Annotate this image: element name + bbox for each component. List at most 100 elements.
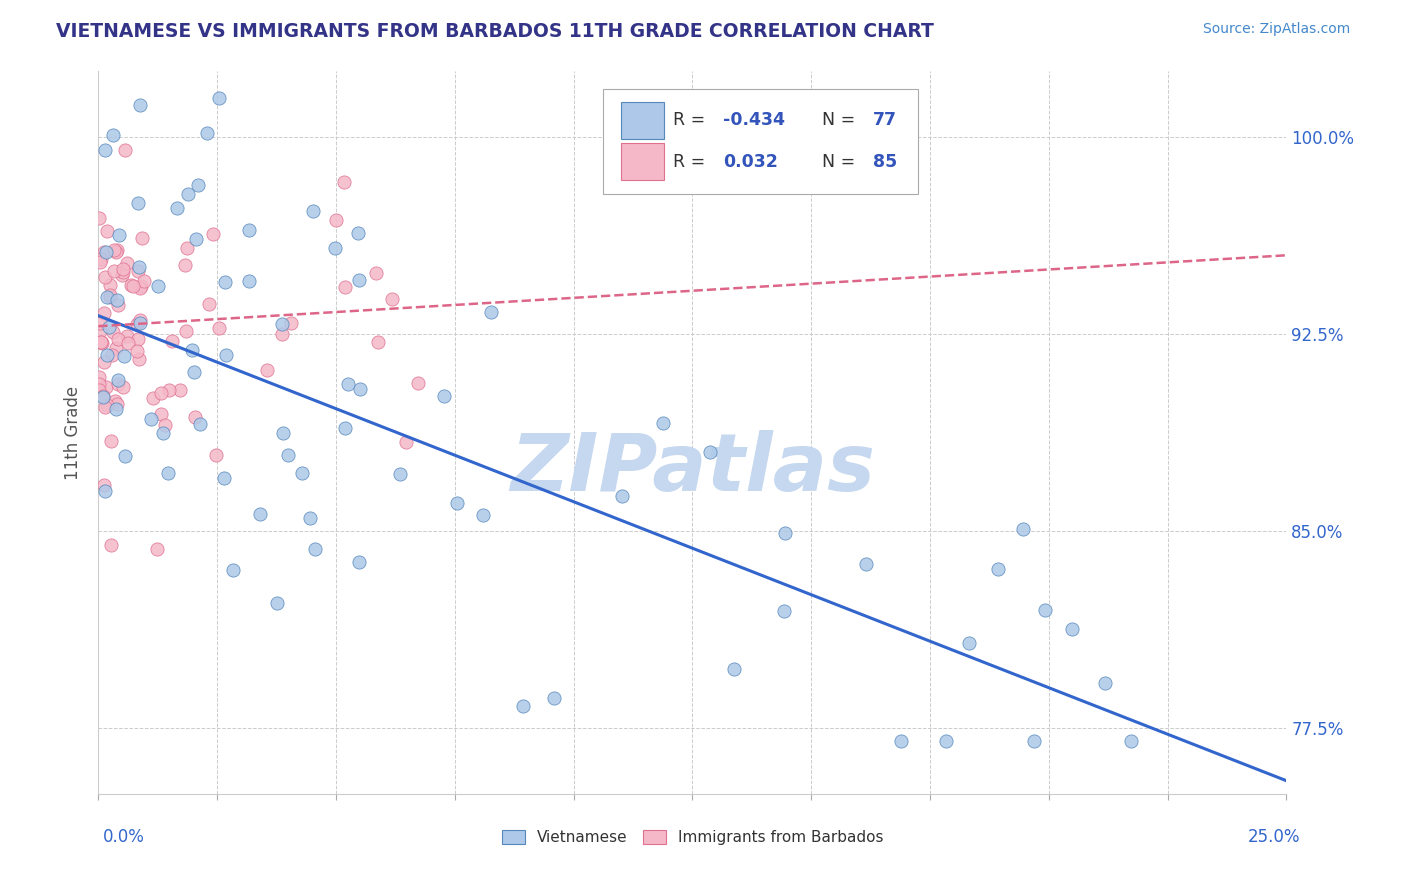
Point: [157, 466, 180, 480]
Point: [1033, 603, 1056, 617]
Point: [94, 144, 117, 158]
Point: [349, 273, 371, 287]
Point: [104, 393, 127, 408]
Point: [987, 562, 1010, 576]
Point: [105, 244, 128, 259]
Point: [1094, 676, 1116, 690]
Point: [270, 327, 292, 342]
Point: [103, 264, 125, 278]
Point: [208, 90, 231, 104]
Point: [855, 558, 877, 572]
Point: [347, 555, 370, 569]
Point: [94, 269, 117, 284]
Point: [94, 400, 117, 414]
Point: [93, 306, 115, 320]
Point: [366, 266, 388, 280]
Point: [174, 259, 197, 273]
Point: [96, 290, 118, 304]
Point: [1024, 734, 1046, 748]
Point: [148, 279, 170, 293]
Point: [1062, 622, 1084, 636]
Point: [93, 483, 115, 498]
Point: [150, 407, 173, 421]
Point: [89, 255, 111, 269]
Point: [298, 511, 321, 525]
Point: [479, 305, 502, 319]
Point: [112, 349, 135, 363]
Point: [103, 243, 125, 257]
Point: [302, 203, 325, 218]
Point: [100, 288, 122, 302]
Point: [93, 244, 115, 259]
Point: [150, 386, 173, 401]
Point: [89, 376, 111, 391]
Point: [90, 252, 112, 267]
Point: [271, 426, 294, 441]
Point: [198, 297, 221, 311]
Point: [120, 278, 142, 293]
Point: [90, 334, 112, 349]
Point: [291, 466, 314, 480]
Point: [395, 434, 418, 449]
Text: VIETNAMESE VS IMMIGRANTS FROM BARBADOS 11TH GRADE CORRELATION CHART: VIETNAMESE VS IMMIGRANTS FROM BARBADOS 1…: [56, 22, 934, 41]
Point: [129, 279, 152, 293]
Point: [103, 325, 125, 339]
Point: [256, 363, 278, 377]
Point: [159, 383, 181, 397]
Point: [128, 352, 150, 367]
Point: [205, 448, 228, 462]
Point: [115, 329, 138, 343]
Point: [446, 496, 468, 510]
Point: [129, 313, 152, 327]
Point: [107, 332, 129, 346]
Point: [266, 596, 288, 610]
Point: [201, 227, 224, 241]
Text: N =: N =: [823, 112, 860, 129]
Point: [238, 274, 260, 288]
Point: [333, 175, 356, 189]
Point: [98, 277, 121, 292]
Text: Source: ZipAtlas.com: Source: ZipAtlas.com: [1202, 22, 1350, 37]
Point: [472, 508, 495, 522]
Point: [1012, 522, 1035, 536]
Text: R =: R =: [673, 153, 711, 170]
Point: [127, 333, 149, 347]
Point: [105, 341, 128, 355]
Point: [142, 391, 165, 405]
Point: [366, 335, 388, 350]
Point: [98, 290, 121, 304]
Point: [117, 255, 139, 269]
Point: [104, 401, 127, 416]
Text: 25.0%: 25.0%: [1249, 828, 1301, 846]
Point: [347, 226, 370, 240]
Point: [101, 348, 124, 362]
Point: [97, 320, 120, 334]
Point: [333, 420, 356, 434]
Point: [100, 434, 122, 449]
Point: [122, 279, 145, 293]
Point: [406, 376, 429, 390]
Point: [325, 241, 347, 255]
Point: [181, 343, 204, 358]
Point: [125, 317, 148, 331]
Point: [433, 389, 456, 403]
Point: [127, 264, 149, 278]
Point: [1119, 734, 1142, 748]
Point: [333, 280, 356, 294]
Point: [153, 417, 176, 432]
Point: [131, 231, 153, 245]
Point: [280, 316, 302, 330]
Point: [105, 293, 128, 308]
Point: [100, 538, 122, 552]
Point: [957, 636, 980, 650]
Text: 0.0%: 0.0%: [103, 828, 145, 846]
Point: [773, 604, 796, 618]
Point: [127, 343, 149, 358]
Point: [187, 178, 209, 193]
Point: [890, 734, 912, 748]
Point: [935, 734, 957, 748]
Point: [96, 398, 118, 412]
Point: [111, 380, 134, 394]
FancyBboxPatch shape: [603, 89, 918, 194]
Point: [117, 336, 139, 351]
